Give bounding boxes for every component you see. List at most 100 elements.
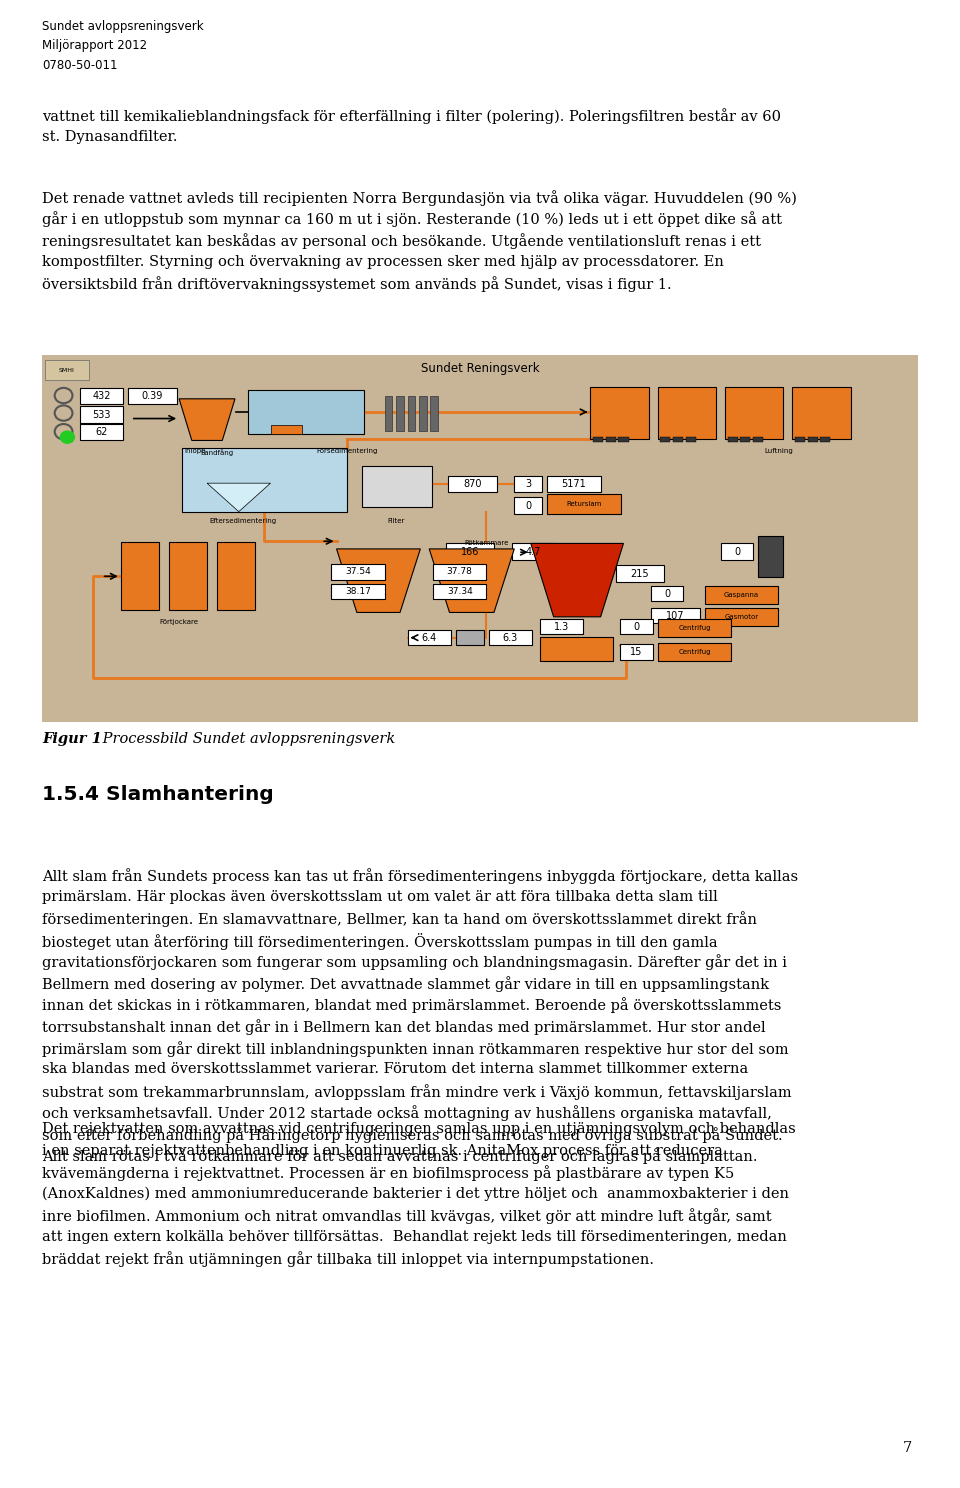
Bar — [618, 437, 629, 442]
Text: 0: 0 — [664, 589, 670, 598]
Text: 37.34: 37.34 — [446, 588, 472, 597]
Bar — [590, 387, 649, 439]
Polygon shape — [531, 543, 623, 618]
Bar — [547, 476, 601, 493]
Text: 107: 107 — [666, 610, 684, 620]
Text: 0.39: 0.39 — [142, 391, 163, 402]
Bar — [129, 388, 177, 405]
Text: Försedimentering: Försedimentering — [316, 448, 377, 454]
Text: som efter förbehandling på Häringetorp hygieniseras och samrötas med övriga subs: som efter förbehandling på Häringetorp h… — [42, 1126, 782, 1143]
Bar — [169, 542, 207, 610]
Bar — [616, 565, 664, 582]
Text: 6.4: 6.4 — [421, 632, 437, 643]
Text: Gasmotor: Gasmotor — [725, 615, 758, 620]
Bar — [385, 396, 393, 430]
Text: 3: 3 — [525, 479, 531, 488]
Text: kompostfilter. Styrning och övervakning av processen sker med hjälp av processda: kompostfilter. Styrning och övervakning … — [42, 254, 724, 269]
Bar — [820, 437, 830, 442]
Text: 38.17: 38.17 — [346, 588, 372, 597]
Bar — [396, 396, 404, 430]
Bar — [408, 629, 451, 646]
Bar — [705, 609, 779, 625]
Bar — [217, 542, 255, 610]
Text: 166: 166 — [461, 546, 479, 557]
Text: vattnet till kemikalieblandningsfack för efterfällning i filter (polering). Pole: vattnet till kemikalieblandningsfack för… — [42, 109, 781, 124]
Text: SMHI: SMHI — [59, 368, 74, 373]
Text: ska blandas med överskottsslammet varierar. Förutom det interna slammet tillkomm: ska blandas med överskottsslammet varier… — [42, 1062, 748, 1076]
Text: Figur 1: Figur 1 — [42, 732, 102, 745]
Bar — [540, 619, 583, 634]
Bar — [652, 609, 700, 623]
Bar — [792, 387, 851, 439]
Bar — [658, 387, 716, 439]
Bar — [80, 388, 123, 405]
Bar — [80, 406, 123, 423]
Text: översiktsbild från driftövervakningssystemet som används på Sundet, visas i figu: översiktsbild från driftövervakningssyst… — [42, 277, 672, 292]
Text: inre biofilmen. Ammonium och nitrat omvandlas till kvävgas, vilket gör att mindr: inre biofilmen. Ammonium och nitrat omva… — [42, 1208, 772, 1225]
Text: Bellmern med dosering av polymer. Det avvattnade slammet går vidare in till en u: Bellmern med dosering av polymer. Det av… — [42, 976, 769, 992]
Text: Allt slam rötas i två rötkammare för att sedan avvattnas i centrifuger och lagra: Allt slam rötas i två rötkammare för att… — [42, 1149, 757, 1165]
Bar — [673, 437, 684, 442]
Bar — [362, 466, 432, 507]
Text: Returslam: Returslam — [566, 501, 602, 507]
Text: 0: 0 — [633, 622, 639, 632]
Bar — [433, 583, 487, 600]
Polygon shape — [207, 484, 271, 512]
Bar — [408, 396, 416, 430]
Bar — [619, 644, 653, 659]
Text: 1.3: 1.3 — [554, 622, 569, 632]
Bar — [44, 360, 89, 381]
Bar — [660, 437, 670, 442]
Text: 4.7: 4.7 — [526, 546, 541, 557]
Bar — [593, 437, 603, 442]
Text: Det renade vattnet avleds till recipienten Norra Bergundasjön via två olika väga: Det renade vattnet avleds till recipient… — [42, 190, 797, 205]
Bar — [248, 390, 365, 434]
Text: Filter: Filter — [388, 518, 405, 524]
Text: försedimenteringen. En slamavvattnare, Bellmer, kan ta hand om överskottsslammet: försedimenteringen. En slamavvattnare, B… — [42, 911, 757, 927]
Text: Inlopp: Inlopp — [184, 448, 205, 454]
Bar — [728, 437, 737, 442]
Text: 5171: 5171 — [562, 479, 587, 488]
Text: Rötkammare: Rötkammare — [465, 540, 509, 546]
Text: Centrifug: Centrifug — [679, 649, 710, 655]
Text: 0: 0 — [525, 500, 531, 510]
Text: 6.3: 6.3 — [503, 632, 518, 643]
Text: torrsubstanshalt innan det går in i Bellmern kan det blandas med primärslammet. : torrsubstanshalt innan det går in i Bell… — [42, 1019, 766, 1036]
Bar — [512, 543, 555, 559]
Text: st. Dynasandfilter.: st. Dynasandfilter. — [42, 129, 178, 143]
Bar — [795, 437, 805, 442]
Text: 37.78: 37.78 — [446, 567, 472, 576]
Bar — [658, 643, 732, 661]
Bar — [331, 564, 385, 580]
Bar — [540, 637, 613, 661]
Bar — [721, 543, 753, 559]
Bar — [725, 387, 783, 439]
Text: i en separat rejektvattenbehandling i en kontinuerlig sk. AnitaMox process för a: i en separat rejektvattenbehandling i en… — [42, 1144, 723, 1158]
Text: Sundet avloppsreningsverk: Sundet avloppsreningsverk — [42, 19, 204, 33]
Bar — [489, 629, 532, 646]
Bar — [121, 542, 158, 610]
Bar — [547, 494, 621, 513]
Polygon shape — [337, 549, 420, 613]
Text: primärslam som går direkt till inblandningspunkten innan rötkammaren respektive : primärslam som går direkt till inblandni… — [42, 1040, 788, 1056]
Text: 0: 0 — [734, 546, 740, 557]
Text: 1.5.4 Slamhantering: 1.5.4 Slamhantering — [42, 786, 274, 804]
Text: innan det skickas in i rötkammaren, blandat med primärslammet. Beroende på övers: innan det skickas in i rötkammaren, blan… — [42, 997, 781, 1013]
Text: går i en utloppstub som mynnar ca 160 m ut i sjön. Resterande (10 %) leds ut i e: går i en utloppstub som mynnar ca 160 m … — [42, 211, 782, 228]
Text: 15: 15 — [630, 647, 642, 656]
Text: 870: 870 — [463, 479, 482, 488]
Text: kvävemängderna i rejektvattnet. Processen är en biofilmsprocess på plastbärare a: kvävemängderna i rejektvattnet. Processe… — [42, 1165, 734, 1181]
Text: bräddat rejekt från utjämningen går tillbaka till inloppet via internpumpstation: bräddat rejekt från utjämningen går till… — [42, 1251, 654, 1268]
Text: att ingen extern kolkälla behöver tillförsättas.  Behandlat rejekt leds till för: att ingen extern kolkälla behöver tillfö… — [42, 1231, 787, 1244]
Bar — [433, 564, 487, 580]
Text: (AnoxKaldnes) med ammoniumreducerande bakterier i det yttre höljet och  anammoxb: (AnoxKaldnes) med ammoniumreducerande ba… — [42, 1187, 789, 1201]
Text: Gaspanna: Gaspanna — [724, 592, 759, 598]
Text: Allt slam från Sundets process kan tas ut från försedimenteringens inbyggda fört: Allt slam från Sundets process kan tas u… — [42, 868, 798, 884]
Bar — [652, 586, 684, 601]
Text: Sandfång: Sandfång — [201, 448, 234, 455]
Text: biosteget utan återföring till försedimenteringen. Överskottsslam pumpas in till: biosteget utan återföring till försedime… — [42, 933, 718, 949]
Bar — [753, 437, 763, 442]
Text: 0780-50-011: 0780-50-011 — [42, 60, 117, 71]
Text: reningsresultatet kan beskådas av personal och besökande. Utgående ventilationsl: reningsresultatet kan beskådas av person… — [42, 234, 761, 248]
Text: 215: 215 — [631, 568, 649, 579]
